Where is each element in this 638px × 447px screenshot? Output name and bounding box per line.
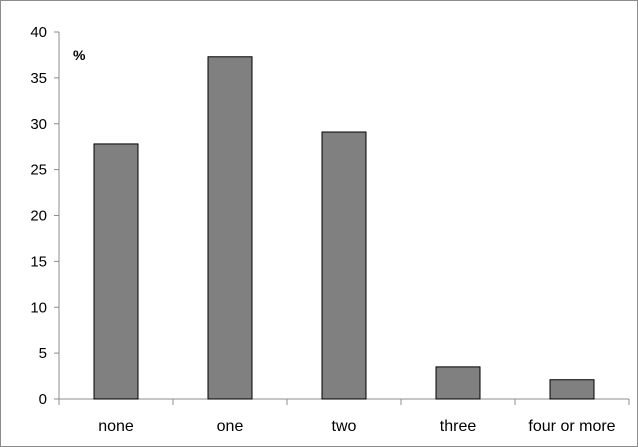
y-tick-label: 0 <box>39 391 47 408</box>
y-tick-label: 15 <box>30 253 47 270</box>
bar-two <box>321 131 367 400</box>
y-tick-labels: 0 5 10 15 20 25 30 35 40 <box>30 24 47 408</box>
x-category-labels: none one two three four or more <box>98 418 615 435</box>
y-unit-label: % <box>73 47 86 63</box>
bar-one <box>207 56 253 400</box>
y-tick-label: 35 <box>30 70 47 87</box>
y-tick-label: 10 <box>30 299 47 316</box>
x-category-label: three <box>440 418 477 435</box>
y-tick-label: 20 <box>30 208 47 225</box>
y-tick-label: 25 <box>30 162 47 179</box>
bar-three <box>435 366 481 400</box>
bars <box>93 56 595 400</box>
y-tick-label: 40 <box>30 24 47 41</box>
y-tick-label: 30 <box>30 116 47 133</box>
x-category-label: four or more <box>528 418 615 435</box>
x-category-label: none <box>98 418 134 435</box>
bar-four-or-more <box>549 379 595 400</box>
y-tick-label: 5 <box>39 345 47 362</box>
x-category-label: two <box>332 418 357 435</box>
bar-none <box>93 143 139 400</box>
x-category-label: one <box>217 418 244 435</box>
